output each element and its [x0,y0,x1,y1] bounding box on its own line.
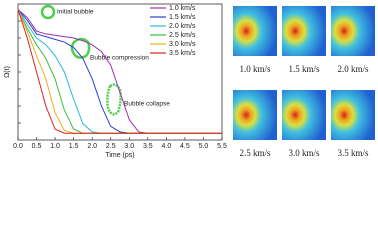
simulation-image [282,90,326,140]
x-tick-label: 4.5 [180,143,190,150]
panel-caption: 2.0 km/s [337,64,369,74]
legend-label: 1.5 km/s [169,14,196,21]
x-tick-label: 4.0 [161,143,171,150]
simulation-image [233,90,277,140]
simulation-image [331,6,375,56]
panel-caption: 3.0 km/s [288,148,320,158]
legend-label: 2.0 km/s [169,23,196,30]
legend-label: 2.5 km/s [169,32,196,39]
annotation: Bubble compression [90,55,149,62]
x-tick-label: 0.5 [32,143,42,150]
panel-caption: 2.5 km/s [239,148,271,158]
x-tick-label: 5.0 [199,143,209,150]
x-tick-label: 5.5 [217,143,227,150]
legend-label: 3.5 km/s [169,50,196,57]
panel-caption: 3.5 km/s [337,148,369,158]
x-tick-label: 3.0 [124,143,134,150]
x-tick-label: 1.0 [50,143,60,150]
series-line [17,9,222,134]
bubble-icon [40,4,56,20]
x-tick-label: 2.0 [87,143,97,150]
simulation-image [282,6,326,56]
legend-label: 3.0 km/s [169,41,196,48]
panel-caption: 1.0 km/s [239,64,271,74]
x-tick-label: 3.5 [143,143,153,150]
annotation: Bubble collapse [124,101,170,108]
panel-caption: 1.5 km/s [288,64,320,74]
x-tick-label: 1.5 [69,143,79,150]
bubble-icon [106,83,122,116]
annotation: Initial bubble [57,9,94,16]
x-tick-label: 0.0 [13,143,23,150]
y-axis-label: Ω(t) [4,66,11,78]
simulation-image [331,90,375,140]
x-tick-label: 2.5 [106,143,116,150]
x-axis-label: Time (ps) [105,152,134,159]
legend-label: 1.0 km/s [169,5,196,12]
figure: Ω(t) Time (ps) Initial bubble Bubble com… [4,3,375,159]
simulation-image [233,6,277,56]
bubble-icon [70,37,91,59]
